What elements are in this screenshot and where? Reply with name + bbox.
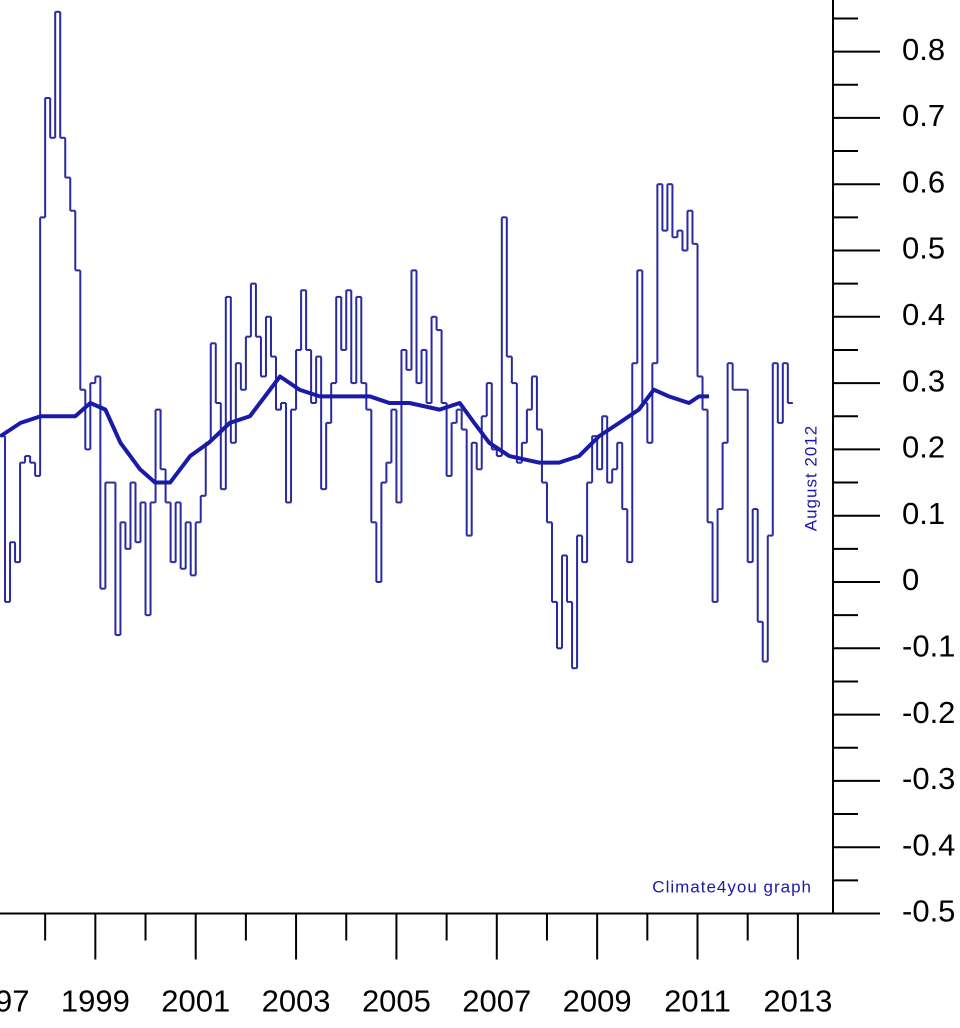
- x-tick-label: 2007: [462, 984, 531, 1019]
- y-tick-label: 0.3: [902, 363, 945, 398]
- x-tick-label: 2011: [664, 984, 731, 1019]
- x-tick-label: 2005: [362, 984, 431, 1019]
- x-tick-label: 2013: [763, 984, 832, 1019]
- running-mean: [0, 374, 710, 485]
- y-tick-label: 0.1: [902, 496, 945, 531]
- y-tick-label: -0.2: [902, 695, 955, 730]
- y-tick-label: 0.7: [902, 98, 945, 133]
- y-tick-label: 0: [902, 562, 919, 597]
- credit: Climate4you graph: [652, 877, 812, 896]
- x-tick-label: 1997: [0, 984, 29, 1019]
- y-tick-label: -0.3: [902, 761, 955, 796]
- y-tick-label: 0.8: [902, 32, 945, 67]
- y-tick-label: -0.4: [902, 827, 955, 862]
- x-tick-label: 2003: [262, 984, 331, 1019]
- x-tick-label: 2009: [563, 984, 632, 1019]
- y-tick-label: -0.1: [902, 628, 955, 663]
- y-tick-label: 0.5: [902, 231, 945, 266]
- step-risers: [4, 11, 789, 669]
- y-tick-label: 0.2: [902, 430, 945, 465]
- date-label: August 2012: [801, 425, 820, 531]
- y-tick-label: 0.4: [902, 297, 945, 332]
- x-tick-label: 2001: [161, 984, 230, 1019]
- y-tick-label: -0.5: [902, 894, 955, 929]
- x-tick-label: 1999: [61, 984, 130, 1019]
- y-tick-label: 0.6: [902, 164, 945, 199]
